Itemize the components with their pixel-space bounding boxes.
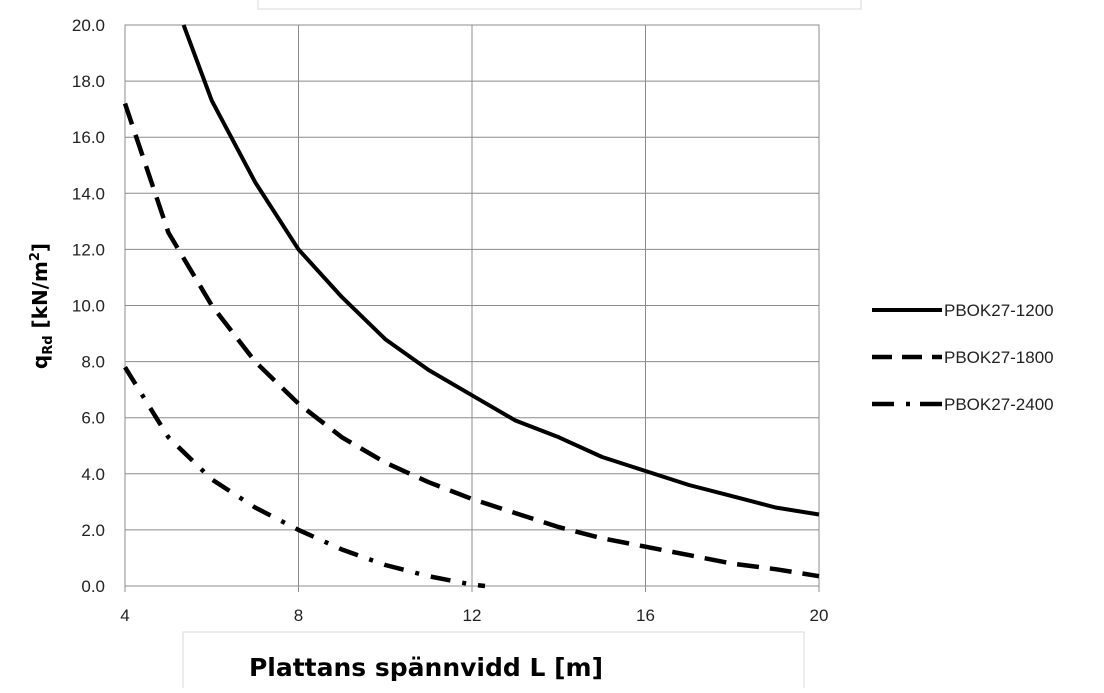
legend-label-PBOK27-1200: PBOK27-1200 [944, 301, 1054, 320]
y-tick-label: 8.0 [81, 353, 105, 372]
y-tick-label: 18.0 [72, 72, 105, 91]
y-tick-label: 6.0 [81, 409, 105, 428]
x-tick-label: 8 [294, 606, 303, 625]
y-axis-label-unit: [kN/m [28, 261, 52, 335]
series-line-PBOK27-1200 [181, 24, 820, 517]
y-tick-label: 16.0 [72, 128, 105, 147]
y-tick-label: 2.0 [81, 521, 105, 540]
legend-label-PBOK27-2400: PBOK27-2400 [944, 395, 1054, 414]
y-tick-label: 20.0 [72, 16, 105, 35]
y-axis-label-superscript: 2 [28, 252, 43, 261]
y-tick-label: 12.0 [72, 240, 105, 259]
series-line-PBOK27-1800 [122, 102, 820, 579]
y-tick-label: 4.0 [81, 465, 105, 484]
x-tick-labels: 4 8 12 16 20 [120, 606, 828, 625]
y-tick-label: 10.0 [72, 297, 105, 316]
series-line-PBOK27-2400 [123, 366, 486, 589]
series-lines [122, 24, 820, 589]
x-tick-label: 16 [636, 606, 655, 625]
x-axis-label: Plattans spännvidd L [m] [249, 653, 603, 682]
x-tick-label: 4 [120, 606, 129, 625]
title-placeholder-box [257, 0, 862, 10]
y-axis-label: qRd [kN/m2] [28, 243, 56, 369]
y-axis-label-main: q [28, 355, 52, 369]
y-tick-label: 0.0 [81, 577, 105, 596]
legend: PBOK27-1200 PBOK27-1800 PBOK27-2400 [872, 301, 1054, 414]
y-axis-label-subscript: Rd [41, 335, 56, 354]
y-tick-labels: 0.0 2.0 4.0 6.0 8.0 10.0 12.0 14.0 16.0 18.0 20.0 [72, 16, 105, 596]
y-tick-label: 14.0 [72, 184, 105, 203]
x-tick-label: 12 [463, 606, 482, 625]
y-axis-label-close: ] [28, 243, 52, 252]
plot-area-border [124, 24, 820, 587]
x-tick-label: 20 [810, 606, 829, 625]
legend-label-PBOK27-1800: PBOK27-1800 [944, 348, 1054, 367]
gridlines [124, 24, 820, 592]
